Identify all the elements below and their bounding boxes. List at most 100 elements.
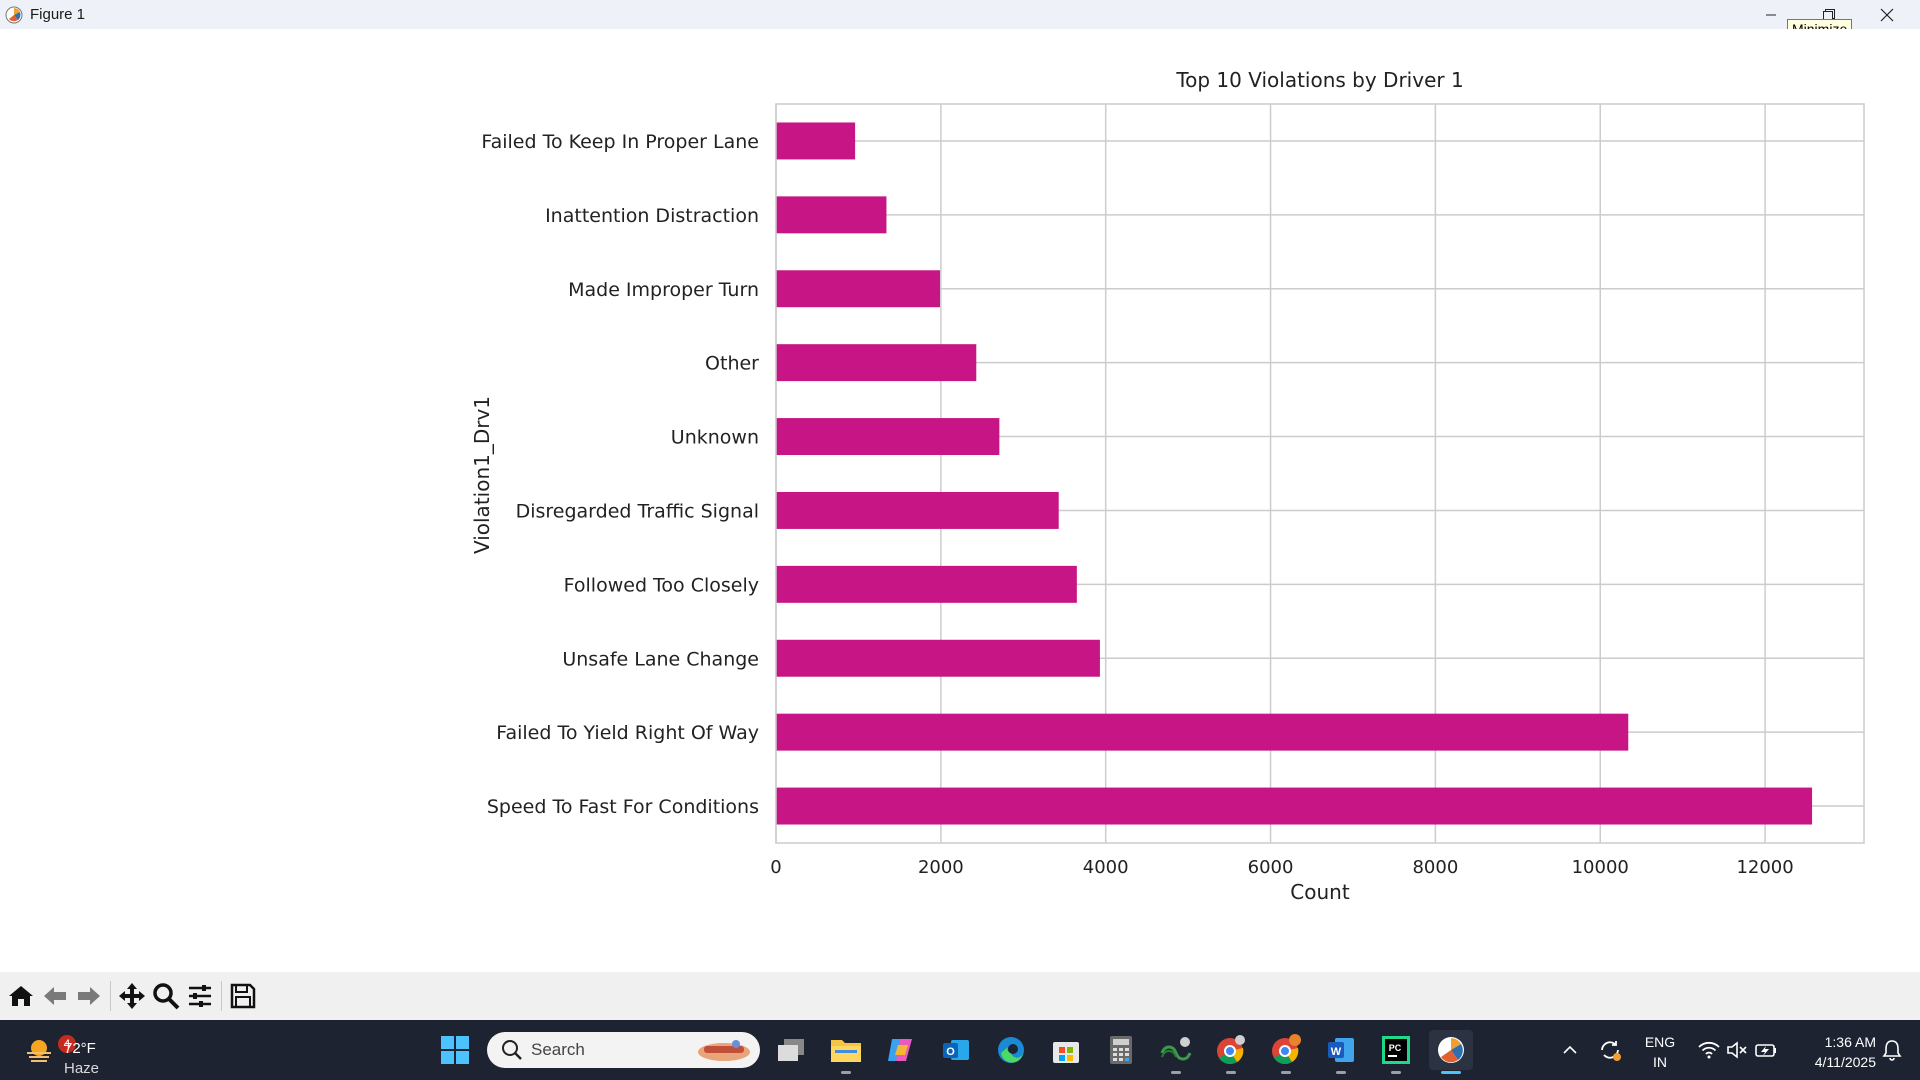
- calculator-icon: [1110, 1036, 1132, 1064]
- back-icon: [44, 987, 66, 1005]
- y-tick-label: Unknown: [671, 427, 759, 449]
- search-icon: [502, 1040, 522, 1060]
- y-axis-label: Violation1_Drv1: [470, 396, 494, 554]
- bar: [776, 565, 1077, 603]
- toolbar-separator: [110, 981, 111, 1011]
- svg-text:W: W: [1331, 1046, 1342, 1058]
- x-axis-label: Count: [1290, 880, 1350, 904]
- search-highlight-icon: [698, 1040, 750, 1061]
- figure-canvas[interactable]: Top 10 Violations by Driver 1 Failed To …: [0, 29, 1920, 972]
- taskbar-jupyter[interactable]: [1154, 1030, 1198, 1074]
- close-icon: [1880, 8, 1894, 21]
- taskbar-microsoft-store[interactable]: [1044, 1030, 1088, 1070]
- haze-weather-icon: [27, 1040, 51, 1062]
- minimize-icon: [1766, 14, 1776, 15]
- weather-widget[interactable]: 4 72°F Haze: [20, 1028, 130, 1077]
- sync-icon: [1601, 1041, 1621, 1061]
- close-button[interactable]: [1858, 0, 1916, 29]
- chrome-icon: [1217, 1035, 1245, 1065]
- battery-charging-icon: [1755, 1044, 1776, 1057]
- folder-icon: [831, 1040, 861, 1062]
- x-tick-label: 0: [770, 857, 781, 878]
- keyboard-region: IN: [1653, 1054, 1667, 1070]
- forward-button[interactable]: [72, 978, 106, 1014]
- search-placeholder: Search: [531, 1040, 585, 1059]
- speaker-muted-icon: [1727, 1041, 1747, 1059]
- save-button[interactable]: [226, 978, 260, 1014]
- zoom-icon: [153, 983, 180, 1010]
- x-tick-label: 6000: [1248, 857, 1294, 878]
- pan-icon: [119, 983, 145, 1009]
- y-tick-label: Inattention Distraction: [545, 205, 759, 227]
- outlook-icon: O: [943, 1040, 969, 1060]
- bar: [776, 491, 1059, 529]
- system-clock[interactable]: 1:36 AM 4/11/2025: [1792, 1032, 1876, 1072]
- language-code: ENG: [1644, 1034, 1676, 1050]
- forward-icon: [78, 987, 100, 1005]
- bar: [776, 639, 1100, 677]
- task-view-icon: [778, 1039, 804, 1061]
- taskbar-outlook[interactable]: O: [934, 1030, 978, 1070]
- copilot-icon: [888, 1039, 912, 1061]
- chart-title: Top 10 Violations by Driver 1: [1175, 68, 1463, 92]
- chrome-profile-icon: [1272, 1034, 1301, 1065]
- taskbar-chrome-profile[interactable]: [1264, 1030, 1308, 1074]
- matplotlib-icon: [1438, 1037, 1464, 1063]
- wifi-icon: [1698, 1041, 1720, 1059]
- svg-text:O: O: [946, 1046, 955, 1058]
- y-tick-label: Other: [705, 353, 759, 375]
- pycharm-icon: PC: [1382, 1036, 1410, 1064]
- save-icon: [230, 983, 256, 1009]
- window-title: Figure 1: [30, 6, 86, 23]
- y-tick-label: Failed To Yield Right Of Way: [496, 722, 759, 744]
- x-tick-label: 10000: [1572, 857, 1629, 878]
- sync-status-button[interactable]: [1592, 1030, 1628, 1070]
- start-button[interactable]: [433, 1030, 477, 1070]
- pan-button[interactable]: [115, 978, 149, 1014]
- home-button[interactable]: [4, 978, 38, 1014]
- clock-date: 4/11/2025: [1814, 1054, 1876, 1070]
- word-icon: W: [1328, 1038, 1354, 1062]
- task-view-button[interactable]: [769, 1030, 813, 1070]
- toolbar-separator: [221, 981, 222, 1011]
- bar: [776, 418, 1000, 456]
- home-icon: [9, 986, 33, 1006]
- bar: [776, 196, 887, 234]
- window-titlebar: Figure 1 Minimize: [0, 0, 1920, 39]
- input-language-indicator[interactable]: ENG IN: [1643, 1032, 1677, 1072]
- taskbar-search-box[interactable]: Search: [487, 1032, 760, 1068]
- axes-frame: [775, 103, 1865, 844]
- matplotlib-app-icon: [4, 5, 24, 25]
- windows-start-icon: [441, 1036, 469, 1064]
- quick-settings-button[interactable]: [1688, 1030, 1788, 1070]
- bar: [776, 122, 856, 160]
- taskbar-copilot[interactable]: [879, 1030, 923, 1070]
- back-button[interactable]: [38, 978, 72, 1014]
- notifications-button[interactable]: [1872, 1030, 1912, 1070]
- bar: [776, 270, 941, 308]
- taskbar-edge[interactable]: [989, 1030, 1033, 1070]
- taskbar-chrome[interactable]: [1209, 1030, 1253, 1074]
- clock-time: 1:36 AM: [1824, 1034, 1876, 1050]
- minimize-button[interactable]: [1742, 0, 1800, 29]
- y-tick-label: Unsafe Lane Change: [562, 648, 759, 670]
- y-tick-label: Made Improper Turn: [568, 279, 759, 301]
- y-tick-label: Speed To Fast For Conditions: [487, 796, 759, 818]
- weather-temperature: 72°F: [64, 1040, 96, 1057]
- zoom-button[interactable]: [149, 978, 183, 1014]
- y-tick-label: Disregarded Traffic Signal: [516, 500, 759, 522]
- chevron-up-icon: [1563, 1045, 1577, 1054]
- taskbar-matplotlib-figure[interactable]: [1429, 1030, 1473, 1074]
- taskbar-calculator[interactable]: [1099, 1030, 1143, 1070]
- notification-badge: 4: [58, 1035, 76, 1053]
- taskbar-word[interactable]: W: [1319, 1030, 1363, 1074]
- taskbar-file-explorer[interactable]: [824, 1030, 868, 1074]
- weather-condition: Haze: [64, 1060, 100, 1077]
- configure-subplots-button[interactable]: [183, 978, 217, 1014]
- python-app-icon: [1160, 1037, 1192, 1061]
- bar-chart: Top 10 Violations by Driver 1 Failed To …: [470, 68, 1865, 904]
- show-hidden-icons-button[interactable]: [1548, 1030, 1592, 1070]
- taskbar-pycharm[interactable]: PC: [1374, 1030, 1418, 1074]
- x-tick-label: 12000: [1736, 857, 1793, 878]
- bar: [776, 713, 1629, 751]
